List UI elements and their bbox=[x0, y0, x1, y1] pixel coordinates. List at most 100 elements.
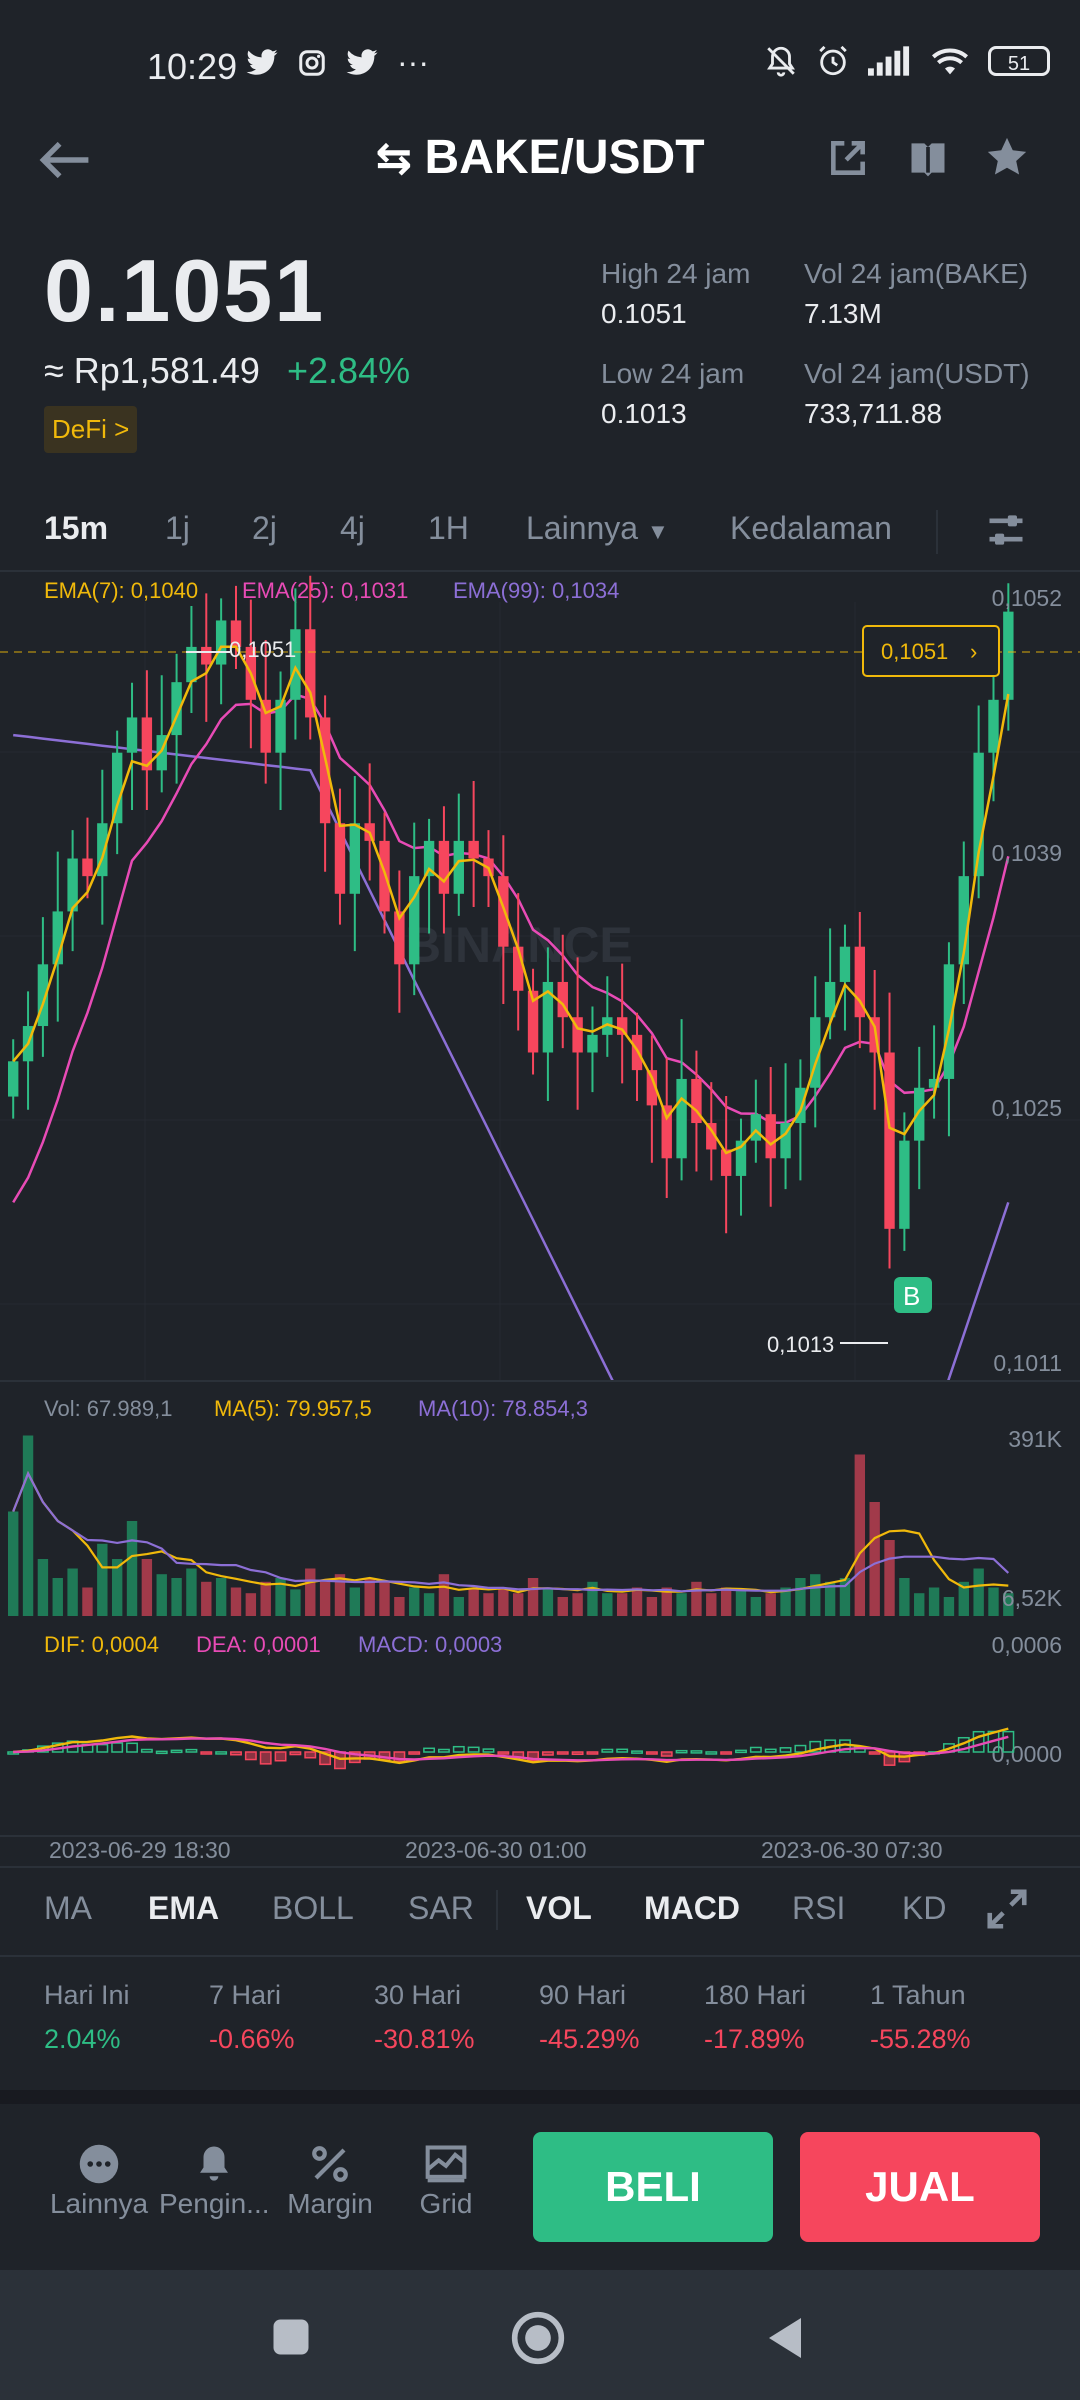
candle bbox=[527, 990, 539, 1053]
buy-button[interactable]: BELI bbox=[533, 2132, 773, 2242]
system-icons: 51 bbox=[764, 44, 1050, 78]
dif-label: DIF: 0,0004 bbox=[44, 1632, 159, 1657]
instagram-icon bbox=[299, 49, 325, 76]
tab-vol[interactable]: VOL bbox=[526, 1890, 592, 1926]
volume-bar bbox=[706, 1593, 717, 1616]
ema7-line bbox=[12, 645, 1010, 1155]
volume-bar bbox=[275, 1578, 286, 1616]
macd-histogram-bar bbox=[437, 1748, 450, 1753]
macd-histogram-bar bbox=[631, 1750, 643, 1754]
performance-label: 180 Hari bbox=[704, 1980, 807, 2010]
chart-settings-icon[interactable] bbox=[984, 508, 1028, 552]
macd-histogram-bar bbox=[764, 1748, 777, 1753]
volume-bar bbox=[171, 1578, 182, 1616]
current-price-tag-label: 0,1051 bbox=[881, 639, 948, 664]
notification-icons: ··· bbox=[245, 44, 429, 81]
share-icon[interactable] bbox=[826, 136, 870, 180]
pair-title[interactable]: ⇆ BAKE/USDT bbox=[375, 131, 705, 184]
tab-ema[interactable]: EMA bbox=[148, 1890, 220, 1926]
tab-sar[interactable]: SAR bbox=[408, 1890, 474, 1926]
vol-y-bottom: 6,52K bbox=[1001, 1585, 1062, 1611]
volume-bar bbox=[364, 1578, 375, 1616]
volume-bar bbox=[646, 1597, 658, 1616]
candle bbox=[215, 620, 227, 665]
volume-bar bbox=[1003, 1593, 1014, 1616]
tab-macd[interactable]: MACD bbox=[644, 1890, 740, 1926]
fullscreen-icon[interactable] bbox=[984, 1886, 1030, 1932]
tab-boll[interactable]: BOLL bbox=[272, 1890, 354, 1926]
candle bbox=[676, 1078, 687, 1159]
tab-1h[interactable]: 1H bbox=[428, 510, 469, 546]
volume-bar bbox=[958, 1581, 969, 1616]
volume-bar bbox=[676, 1593, 687, 1616]
macd-histogram-bar bbox=[586, 1751, 599, 1755]
tab-15m[interactable]: 15m bbox=[44, 510, 109, 546]
volume-bar bbox=[587, 1581, 598, 1616]
candle bbox=[691, 1078, 702, 1124]
volume-bar bbox=[349, 1587, 361, 1616]
macd-histogram-bar bbox=[408, 1751, 421, 1755]
category-tag[interactable]: DeFi > bbox=[44, 406, 138, 453]
recent-apps-icon[interactable] bbox=[270, 2316, 312, 2358]
chevron-right-icon: › bbox=[970, 639, 977, 664]
favorite-star-icon[interactable] bbox=[984, 134, 1030, 180]
performance-value: -30.81% bbox=[374, 2024, 475, 2054]
tab-1j[interactable]: 1j bbox=[165, 510, 190, 546]
divider bbox=[0, 1835, 1080, 1837]
more-action[interactable]: Lainnya bbox=[44, 2140, 154, 2220]
ema7-label: EMA(7): 0,1040 bbox=[44, 578, 199, 603]
candle bbox=[8, 1061, 19, 1097]
macd-histogram-bar bbox=[645, 1751, 658, 1755]
divider bbox=[0, 1866, 1080, 1868]
performance-value: 2.04% bbox=[44, 2024, 121, 2054]
tab-4j[interactable]: 4j bbox=[340, 510, 365, 546]
macd-histogram-bar bbox=[155, 1750, 168, 1755]
candle bbox=[97, 823, 108, 877]
volume-bar bbox=[542, 1589, 554, 1616]
tab-ma[interactable]: MA bbox=[44, 1890, 92, 1926]
macd-histogram-bar bbox=[616, 1748, 629, 1753]
tab-kd[interactable]: KD bbox=[902, 1890, 947, 1926]
tab-depth[interactable]: Kedalaman bbox=[730, 510, 892, 546]
vol-base-value: 7.13M bbox=[804, 298, 882, 329]
volume-bar bbox=[884, 1540, 895, 1616]
volume-bar bbox=[527, 1578, 539, 1616]
current-price-tag[interactable] bbox=[862, 625, 1000, 677]
candle bbox=[82, 858, 93, 877]
macd-histogram-bar bbox=[482, 1748, 495, 1753]
volume-bar bbox=[468, 1589, 479, 1616]
back-triangle-icon[interactable] bbox=[764, 2314, 806, 2362]
alert-action[interactable]: Pengin... bbox=[159, 2140, 270, 2220]
buy-marker[interactable] bbox=[894, 1277, 932, 1313]
volume-bar bbox=[260, 1581, 271, 1616]
grid-action[interactable]: Grid bbox=[391, 2140, 501, 2220]
tab-more[interactable]: Lainnya ▼ bbox=[526, 510, 669, 546]
back-arrow-icon[interactable] bbox=[38, 138, 92, 182]
candle bbox=[156, 735, 167, 771]
macd-histogram-bar bbox=[259, 1751, 272, 1765]
candlestick-chart[interactable]: BINANCE 0,1051 0,1013 0,1051 › B bbox=[0, 572, 1080, 1382]
volume-bar bbox=[750, 1597, 762, 1616]
candle bbox=[943, 964, 955, 1079]
candle bbox=[720, 1149, 732, 1176]
performance-label: 7 Hari bbox=[209, 1980, 282, 2010]
macd-histogram-bar bbox=[735, 1749, 747, 1754]
volume-bar bbox=[572, 1593, 583, 1616]
macd-histogram-bar bbox=[334, 1751, 346, 1770]
tab-rsi[interactable]: RSI bbox=[792, 1890, 846, 1926]
y-tick: 0,1039 bbox=[991, 840, 1062, 866]
volume-bar bbox=[319, 1581, 331, 1616]
macd-histogram-bar bbox=[185, 1748, 198, 1753]
volume-chart bbox=[8, 1435, 1014, 1616]
home-icon[interactable] bbox=[510, 2310, 566, 2366]
tab-2j[interactable]: 2j bbox=[252, 510, 277, 546]
candle bbox=[468, 840, 479, 859]
performance-value: -55.28% bbox=[870, 2024, 971, 2054]
info-book-icon[interactable] bbox=[906, 136, 950, 180]
volume-bar bbox=[141, 1559, 153, 1616]
sell-button[interactable]: JUAL bbox=[800, 2132, 1040, 2242]
candle bbox=[780, 1123, 791, 1159]
macd-histogram-bar bbox=[497, 1751, 510, 1755]
margin-action[interactable]: Margin bbox=[275, 2140, 385, 2220]
volume-bar bbox=[67, 1568, 78, 1616]
